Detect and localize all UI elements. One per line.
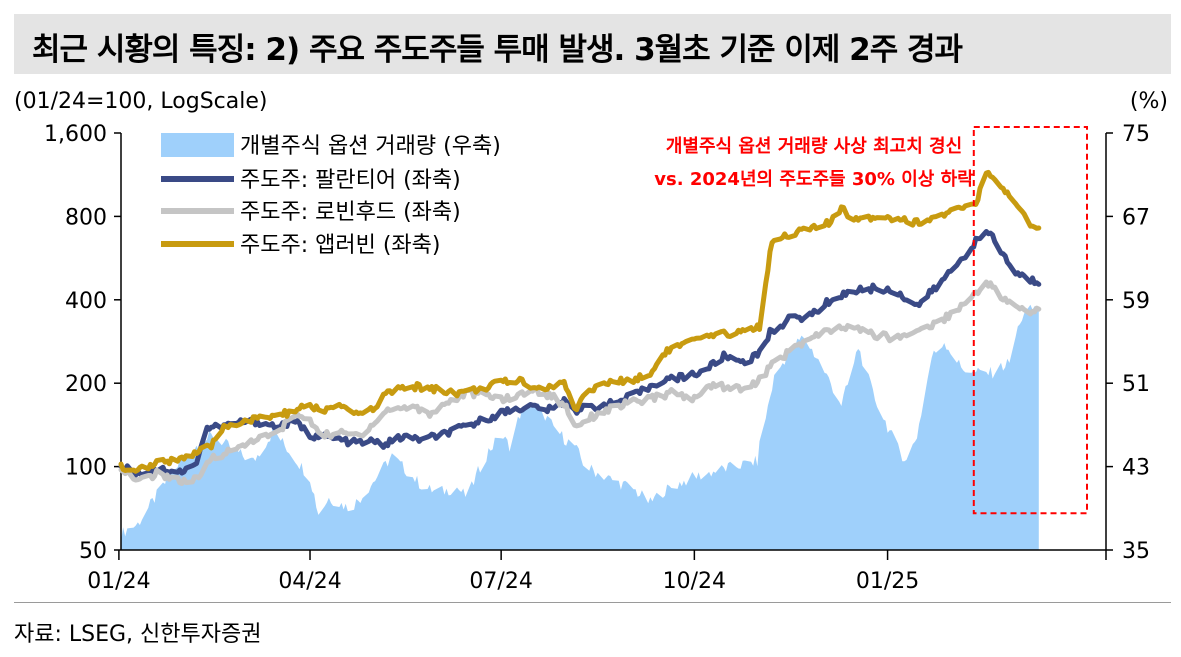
left-tick-label: 50 [79, 539, 107, 564]
x-tick-label: 01/25 [856, 569, 919, 594]
annotation-text: 개별주식 옵션 거래량 사상 최고치 경신 [666, 136, 962, 157]
series-line [118, 229, 1042, 478]
series-line [118, 169, 1042, 474]
legend-label: 주도주: 앱러빈 (좌축) [240, 233, 441, 258]
series-lines [118, 169, 1042, 486]
option-volume-area [121, 304, 1039, 550]
area-option-volume [121, 304, 1039, 550]
series-line [118, 279, 1042, 486]
right-tick-label: 35 [1122, 539, 1150, 564]
right-tick-label: 51 [1122, 372, 1150, 397]
highlight-box [972, 126, 1089, 515]
page-title: 최근 시황의 특징: 2) 주요 주도주들 투매 발생. 3월초 기준 이제 2… [32, 32, 963, 68]
left-tick-label: 400 [65, 289, 107, 314]
right-tick-label: 43 [1122, 456, 1150, 481]
left-tick-label: 200 [65, 372, 107, 397]
legend-swatch [161, 133, 234, 157]
left-tick-label: 100 [65, 456, 107, 481]
x-tick-label: 07/24 [469, 569, 532, 594]
legend-label: 주도주: 로빈후드 (좌축) [240, 200, 461, 225]
annotation: 개별주식 옵션 거래량 사상 최고치 경신 vs. 2024년의 주도주들 30%… [654, 126, 1089, 515]
annotation-text: vs. 2024년의 주도주들 30% 이상 하락 [654, 169, 974, 190]
right-tick-label: 75 [1122, 122, 1150, 147]
right-tick-label: 67 [1122, 205, 1150, 230]
footer-divider [14, 602, 1171, 603]
legend: 개별주식 옵션 거래량 (우축) 주도주: 팔란티어 (좌축) 주도주: 로빈후드 … [161, 133, 501, 258]
legend-label: 개별주식 옵션 거래량 (우축) [240, 134, 501, 159]
x-tick-label: 01/24 [87, 569, 150, 594]
right-tick-label: 59 [1122, 289, 1150, 314]
x-tick-label: 04/24 [278, 569, 341, 594]
left-axis-label: (01/24=100, LogScale) [14, 89, 267, 114]
left-tick-label: 1,600 [44, 122, 107, 147]
x-tick-label: 10/24 [663, 569, 726, 594]
left-tick-label: 800 [65, 205, 107, 230]
right-axis-label: (%) [1130, 89, 1168, 114]
title-bar: 최근 시황의 특징: 2) 주요 주도주들 투매 발생. 3월초 기준 이제 2… [14, 14, 1171, 74]
axes: 50 100 200 400 800 1,600 35 43 51 59 67 75 (01/24=10… [14, 89, 1168, 594]
source-note: 자료: LSEG, 신한투자증권 [14, 622, 262, 647]
legend-label: 주도주: 팔란티어 (좌축) [240, 168, 461, 193]
